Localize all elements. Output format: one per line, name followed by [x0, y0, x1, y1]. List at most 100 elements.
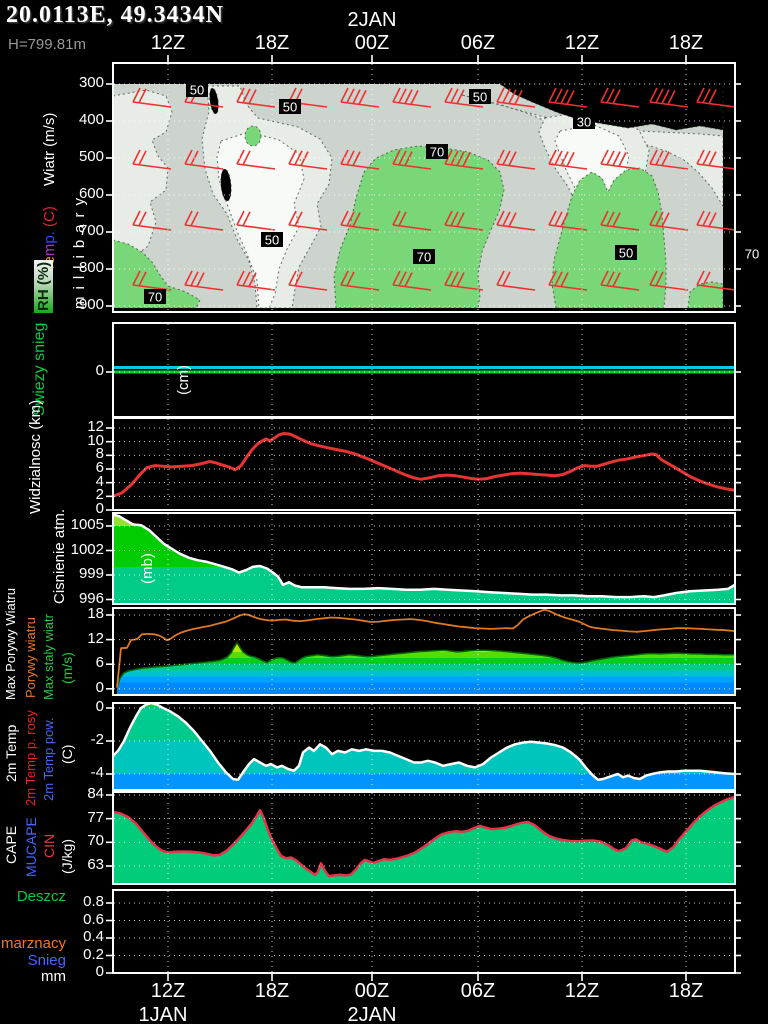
wind-barb-icon: [392, 87, 432, 108]
panel-cape: [106, 791, 741, 885]
panel-temp-2m: [106, 702, 741, 791]
gust-label: Porywy wiatru: [23, 617, 38, 698]
airtemp-label: 2m Temp pow.: [41, 717, 56, 801]
contour-value-labels: 50 50 50 30 70 50 70 50 70 70: [144, 82, 763, 305]
wind-barb-icon: [236, 87, 276, 108]
wind-barb-icon: [340, 270, 380, 291]
svg-text:50: 50: [283, 100, 297, 115]
temp-label-char: (: [41, 221, 58, 227]
wind-barb-icon: [340, 149, 380, 170]
mucape-label: MUCAPE: [23, 817, 39, 877]
rh-axis-label: RH (%): [34, 259, 53, 313]
temp-label-char: .: [41, 231, 58, 236]
wind-barb-icon: [236, 210, 276, 231]
top-axis-label-00z: 00Z: [354, 32, 390, 54]
wind-barb-icon: [696, 210, 734, 231]
wind-barb-icon: [132, 87, 172, 108]
wind-barb-icon: [496, 149, 536, 170]
svg-text:70: 70: [148, 290, 162, 305]
wind-barb-icon: [548, 149, 588, 170]
top-axis-label-18z: 18Z: [254, 32, 290, 54]
temp-label-char: [41, 227, 58, 231]
wind-barb-icon: [392, 210, 432, 231]
wind-barb-icon: [696, 87, 734, 108]
panel-rh-wind: [106, 62, 741, 313]
panel-wind: [106, 607, 741, 696]
temp2m-label: 2m Temp: [3, 724, 19, 782]
wind-barb-icon: [649, 210, 689, 231]
temp-label-char: ): [41, 206, 58, 212]
wind-barb-icon: [496, 270, 536, 291]
wind-barb-icon: [340, 210, 380, 231]
panel-fresh-snow: [106, 322, 741, 418]
cape-unit-label: (J/kg): [59, 839, 75, 874]
top-axis-day-label: 2JAN: [347, 9, 397, 31]
svg-text:50: 50: [619, 246, 633, 261]
wind-unit-label: (m/s): [59, 652, 75, 684]
dewpoint-label: 2m Temp p. rosy: [23, 710, 38, 806]
visibility-label: Widzialnosc (km): [27, 399, 44, 514]
pressure-levels-axis-label: millibary: [71, 190, 88, 309]
wind-barb-icon: [649, 270, 689, 291]
wind-barb-icon: [649, 87, 689, 108]
top-axis-label-18z2: 18Z: [668, 32, 704, 54]
temp-label-char: p: [41, 235, 58, 244]
svg-text:70: 70: [417, 250, 431, 265]
svg-text:50: 50: [190, 83, 204, 98]
bottom-axis-label-18z2: 18Z: [668, 980, 704, 1002]
temp-label-char: C: [41, 211, 58, 222]
cape-label: CAPE: [3, 825, 19, 864]
pressure-unit-label: (mb): [139, 553, 156, 584]
rain-label: Deszcz: [16, 888, 66, 905]
wind-barb-icon: [600, 270, 640, 291]
wind-axis-label: Wiatr (m/s): [41, 112, 58, 186]
wind-barb-icon: [236, 149, 276, 170]
wind-barb-icon: [696, 270, 734, 291]
freezing-label: marznacy: [0, 935, 66, 952]
wind-barb-icon: [132, 210, 172, 231]
pressure-label: Cisnienie atm.: [51, 508, 68, 604]
wind-barb-icon: [444, 210, 484, 231]
bottom-axis-label-12z2: 12Z: [564, 980, 600, 1002]
bottom-axis-label-00z: 00Z: [354, 980, 390, 1002]
bottom-axis-label-12z: 12Z: [150, 980, 186, 1002]
bottom-axis-label-06z: 06Z: [460, 980, 496, 1002]
wind-barb-icon: [444, 149, 484, 170]
wind-barb-icon: [184, 210, 224, 231]
wind-barb-icon: [132, 149, 172, 170]
panel-pressure: [106, 512, 741, 605]
wind-barb-icon: [288, 270, 328, 291]
top-axis-label-12z: 12Z: [150, 32, 186, 54]
wind-barb-icon: [600, 149, 640, 170]
svg-text:50: 50: [473, 90, 487, 105]
location-coordinates: 20.0113E, 49.3434N: [6, 2, 225, 28]
wind-barb-icon: [444, 270, 484, 291]
wind-barb-icon: [548, 210, 588, 231]
temp-label-char: m: [41, 243, 58, 257]
top-axis-label-06z: 06Z: [460, 32, 496, 54]
wind-barb-icon: [548, 87, 588, 108]
top-axis-label-12z2: 12Z: [564, 32, 600, 54]
wind-barb-icon: [600, 210, 640, 231]
wind-barb-icon: [496, 87, 536, 108]
cin-label: CIN: [41, 833, 57, 858]
wind-barb-icon: [600, 87, 640, 108]
wind-barb-icon: [696, 149, 734, 170]
wind-barb-icon: [236, 270, 276, 291]
svg-text:70: 70: [745, 247, 759, 262]
steady-wind-label: Max staly wiatr: [41, 614, 56, 700]
panel-visibility: [106, 417, 741, 511]
wind-barb-icon: [340, 87, 380, 108]
wind-barb-icon: [392, 270, 432, 291]
mm-unit-label: mm: [41, 968, 66, 985]
svg-text:70: 70: [430, 145, 444, 160]
snow-label: Snieg: [27, 952, 66, 969]
bottom-axis-label-18z: 18Z: [254, 980, 290, 1002]
fresh-snow-unit-label: (cm): [175, 365, 192, 395]
max-gust-label: Max Porywy Wiatru: [3, 588, 18, 700]
bottom-axis-day1-label: 1JAN: [138, 1004, 188, 1024]
svg-text:50: 50: [265, 233, 279, 248]
temp-unit-label: (C): [59, 744, 75, 764]
